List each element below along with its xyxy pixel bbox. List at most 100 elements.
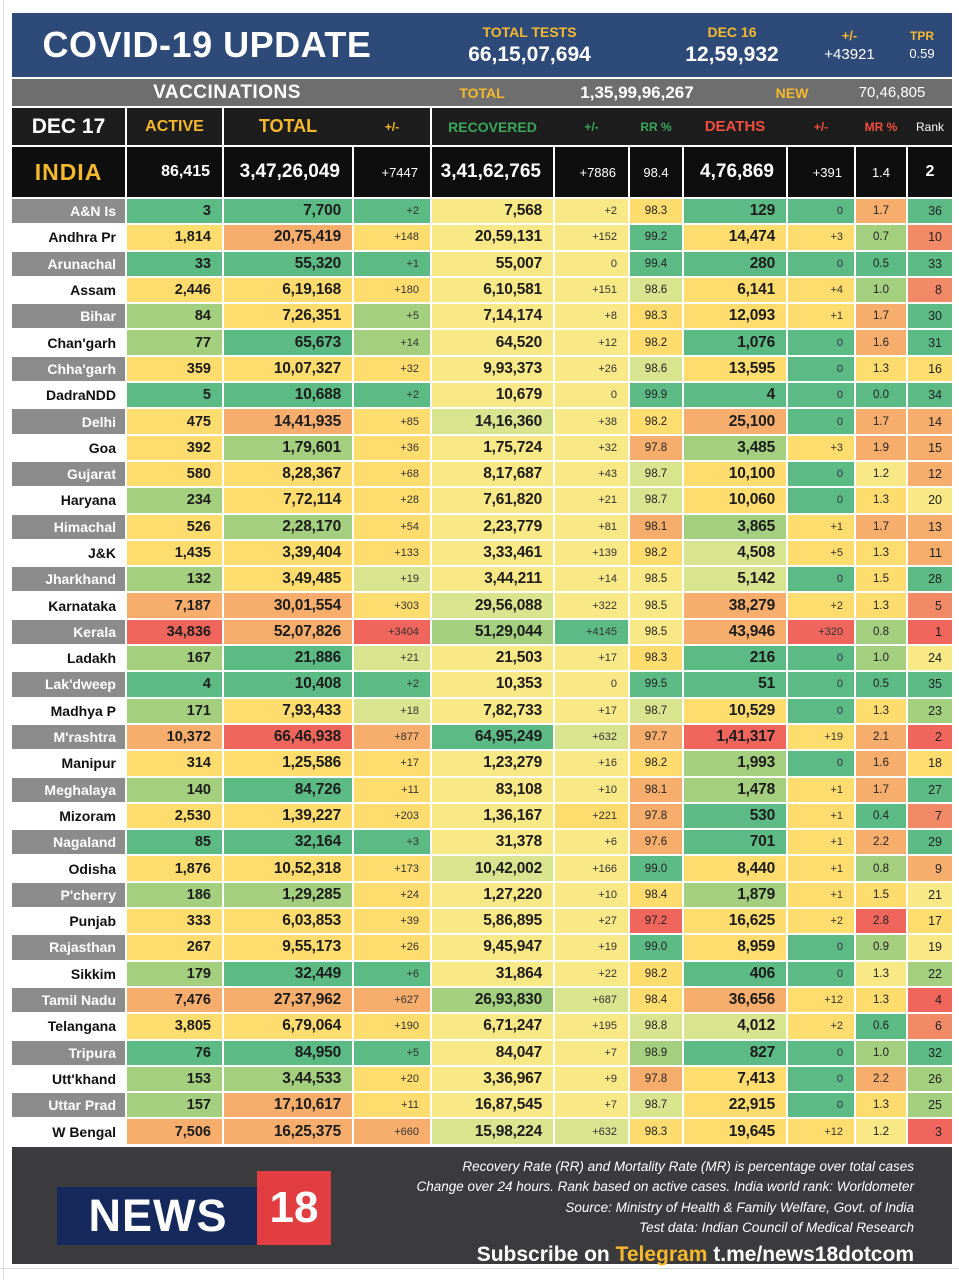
cell-active: 3,805 (127, 1014, 222, 1039)
cell-deaths: 7,413 (684, 1066, 786, 1092)
telegram-link[interactable]: Telegram (615, 1242, 708, 1266)
cell-active: 475 (127, 409, 222, 434)
tpr-value: 0.59 (909, 46, 935, 61)
cell-total: 84,726 (224, 777, 352, 802)
vacc-new-label: NEW (775, 84, 809, 101)
cell-total-delta: +39 (354, 909, 430, 934)
cell-total-delta: +660 (354, 1119, 430, 1144)
cell-active: 85 (127, 830, 222, 855)
col-active: ACTIVE (127, 108, 222, 145)
tpr-stat: TPR 0.59 (892, 13, 952, 77)
table-row: Himachal 526 2,28,170 +54 2,23,779 +81 98.1 3,8… (12, 514, 952, 539)
cell-deaths-delta: +1 (788, 882, 854, 908)
cell-total: 1,25,586 (224, 751, 352, 776)
india-total-delta: +7447 (354, 147, 430, 197)
cell-recovered-delta: +19 (555, 935, 628, 960)
cell-total: 7,26,351 (224, 304, 352, 329)
footnote-line: Source: Ministry of Health & Family Welf… (565, 1199, 914, 1215)
table-row: Meghalaya 140 84,726 +11 83,108 +10 98.1 1,478 +… (12, 777, 952, 802)
table-row: Chha'garh 359 10,07,327 +32 9,93,373 +26 98.6 1… (12, 356, 952, 382)
state-label: P'cherry (12, 882, 125, 908)
footer: NEWS 18 Recovery Rate (RR) and Mortality… (12, 1146, 952, 1267)
cell-rr-pct: 98.7 (630, 1093, 682, 1118)
cell-mr-pct: 0.9 (856, 935, 906, 960)
cell-mr-pct: 1.3 (856, 540, 906, 566)
cell-rr-pct: 98.2 (630, 540, 682, 566)
cell-rank: 15 (908, 435, 952, 460)
cell-deaths: 3,865 (684, 514, 786, 539)
cell-active: 333 (127, 909, 222, 934)
cell-recovered-delta: +17 (555, 698, 628, 723)
cell-recovered: 10,353 (432, 672, 553, 697)
cell-recovered: 64,520 (432, 330, 553, 355)
india-label: INDIA (12, 147, 125, 197)
cell-total-delta: +3404 (354, 619, 430, 645)
cell-rank: 30 (908, 304, 952, 329)
cell-deaths: 10,060 (684, 488, 786, 513)
subscribe-url[interactable]: t.me/news18dotcom (713, 1242, 914, 1266)
cell-mr-pct: 1.0 (856, 646, 906, 671)
cell-mr-pct: 1.7 (856, 409, 906, 434)
vaccinations-bar: VACCINATIONS TOTAL 1,35,99,96,267 NEW 70… (12, 79, 952, 106)
total-tests-label: TOTAL TESTS (482, 23, 577, 40)
state-label: Arunachal (12, 251, 125, 276)
cell-recovered: 8,17,687 (432, 461, 553, 487)
cell-rank: 20 (908, 488, 952, 513)
cell-active: 10,372 (127, 724, 222, 750)
cell-mr-pct: 0.5 (856, 672, 906, 697)
cell-total: 16,25,375 (224, 1119, 352, 1144)
cell-recovered-delta: +151 (555, 277, 628, 303)
cell-rank: 36 (908, 199, 952, 224)
table-row: DadraNDD 5 10,688 +2 10,679 0 99.9 4 0 0.0 34 (12, 383, 952, 408)
cell-deaths-delta: 0 (788, 1093, 854, 1118)
cell-total-delta: +5 (354, 1040, 430, 1065)
cell-recovered-delta: +152 (555, 225, 628, 250)
cell-active: 186 (127, 882, 222, 908)
cell-mr-pct: 1.3 (856, 698, 906, 723)
cell-rank: 35 (908, 672, 952, 697)
table-row: Goa 392 1,79,601 +36 1,75,724 +32 97.8 3,485 +3 1… (12, 435, 952, 460)
table-row: Andhra Pr 1,814 20,75,419 +148 20,59,131 +152… (12, 225, 952, 250)
cell-total-delta: +18 (354, 698, 430, 723)
cell-rr-pct: 98.2 (630, 409, 682, 434)
cell-deaths: 216 (684, 646, 786, 671)
cell-rank: 28 (908, 567, 952, 592)
cell-deaths-delta: 0 (788, 409, 854, 434)
cell-deaths-delta: +19 (788, 724, 854, 750)
cell-deaths: 129 (684, 199, 786, 224)
cell-deaths-delta: +1 (788, 304, 854, 329)
state-label: Telangana (12, 1014, 125, 1039)
cell-rank: 10 (908, 225, 952, 250)
news18-logo-18: 18 (257, 1170, 331, 1245)
cell-deaths: 16,625 (684, 909, 786, 934)
col-mr-pct: MR % (856, 108, 908, 145)
cell-recovered-delta: +16 (555, 751, 628, 776)
cell-deaths-delta: 0 (788, 461, 854, 487)
state-label: DadraNDD (12, 383, 125, 408)
cell-rr-pct: 98.3 (630, 646, 682, 671)
cell-total: 7,72,114 (224, 488, 352, 513)
cell-total: 6,03,853 (224, 909, 352, 934)
cell-rank: 26 (908, 1066, 952, 1092)
cell-deaths-delta: 0 (788, 961, 854, 986)
cell-rank: 3 (908, 1119, 952, 1144)
cell-rr-pct: 97.7 (630, 724, 682, 750)
cell-total: 20,75,419 (224, 225, 352, 250)
cell-recovered-delta: +632 (555, 724, 628, 750)
cell-recovered: 51,29,044 (432, 619, 553, 645)
cell-total: 66,46,938 (224, 724, 352, 750)
state-label: Delhi (12, 409, 125, 434)
cell-mr-pct: 2.8 (856, 909, 906, 934)
footnotes: Recovery Rate (RR) and Mortality Rate (M… (416, 1157, 914, 1267)
cell-recovered-delta: 0 (555, 251, 628, 276)
cell-deaths: 280 (684, 251, 786, 276)
cell-rank: 27 (908, 777, 952, 802)
cell-rank: 22 (908, 961, 952, 986)
cell-deaths: 25,100 (684, 409, 786, 434)
table-row: W Bengal 7,506 16,25,375 +660 15,98,224 +632 9… (12, 1119, 952, 1144)
col-recovered: RECOVERED (432, 108, 555, 145)
cell-deaths-delta: 0 (788, 356, 854, 382)
state-label: Uttar Prad (12, 1093, 125, 1118)
page-title: COVID-19 UPDATE (42, 24, 372, 65)
cell-recovered-delta: +8 (555, 304, 628, 329)
